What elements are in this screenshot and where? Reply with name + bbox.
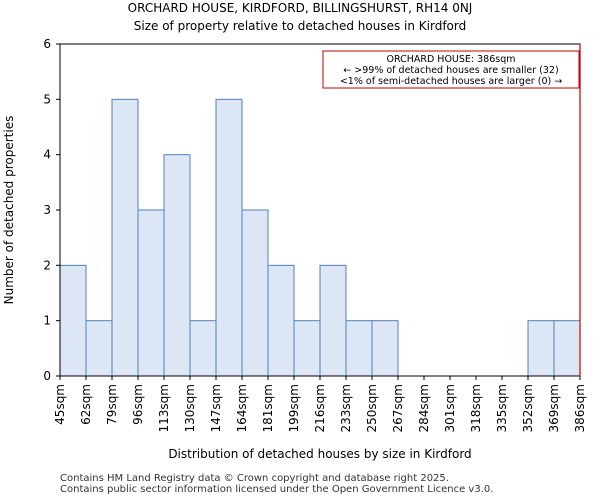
x-tick-label: 369sqm	[547, 384, 561, 432]
bar-96sqm	[137, 209, 165, 377]
x-tick-label: 233sqm	[339, 384, 353, 432]
bar-216sqm	[319, 264, 347, 377]
x-tick-label: 318sqm	[469, 384, 483, 432]
footer-line-2: Contains public sector information licen…	[60, 484, 494, 495]
x-tick-label: 386sqm	[573, 384, 587, 432]
x-tick-label: 79sqm	[105, 384, 119, 425]
x-tick-label: 216sqm	[313, 384, 327, 432]
x-tick-label: 284sqm	[417, 384, 431, 432]
y-tick-label: 6	[43, 37, 51, 51]
y-tick-label: 3	[43, 203, 51, 217]
bar-352sqm	[527, 320, 555, 377]
y-axis-label: Number of detached properties	[2, 116, 16, 305]
bar-62sqm	[85, 320, 113, 377]
bar-250sqm	[371, 320, 399, 377]
x-tick-label: 335sqm	[495, 384, 509, 432]
bar-233sqm	[345, 320, 373, 377]
x-tick-label: 130sqm	[183, 384, 197, 432]
y-tick-label: 1	[43, 314, 51, 328]
bar-369sqm	[553, 320, 581, 377]
bar-199sqm	[293, 320, 321, 377]
x-tick-label: 113sqm	[157, 384, 171, 432]
bar-147sqm	[215, 98, 243, 377]
annotation-line-3: <1% of semi-detached houses are larger (…	[340, 76, 562, 87]
chart-subtitle: Size of property relative to detached ho…	[133, 19, 467, 33]
x-tick-label: 301sqm	[443, 384, 457, 432]
bar-130sqm	[189, 320, 217, 377]
bar-113sqm	[163, 154, 191, 377]
x-tick-label: 45sqm	[53, 384, 67, 425]
x-tick-label: 250sqm	[365, 384, 379, 432]
footer-line-1: Contains HM Land Registry data © Crown c…	[60, 473, 449, 484]
bar-45sqm	[59, 264, 87, 377]
y-tick-label: 2	[43, 258, 51, 272]
x-axis-label: Distribution of detached houses by size …	[168, 447, 471, 461]
x-tick-label: 267sqm	[391, 384, 405, 432]
chart-title: ORCHARD HOUSE, KIRDFORD, BILLINGSHURST, …	[127, 1, 473, 15]
x-tick-label: 62sqm	[79, 384, 93, 425]
x-tick-label: 164sqm	[235, 384, 249, 432]
annotation-box	[322, 50, 580, 89]
y-tick-label: 0	[43, 369, 51, 383]
bar-79sqm	[111, 98, 139, 377]
y-tick-label: 4	[43, 148, 51, 162]
x-tick-label: 181sqm	[261, 384, 275, 432]
bar-164sqm	[241, 209, 269, 377]
x-tick-label: 352sqm	[521, 384, 535, 432]
x-tick-label: 147sqm	[209, 384, 223, 432]
y-tick-label: 5	[43, 92, 51, 106]
bar-181sqm	[267, 264, 295, 377]
annotation-line-1: ORCHARD HOUSE: 386sqm	[386, 54, 515, 65]
x-tick-label: 199sqm	[287, 384, 301, 432]
annotation-line-2: ← >99% of detached houses are smaller (3…	[343, 65, 558, 76]
x-tick-label: 96sqm	[131, 384, 145, 425]
